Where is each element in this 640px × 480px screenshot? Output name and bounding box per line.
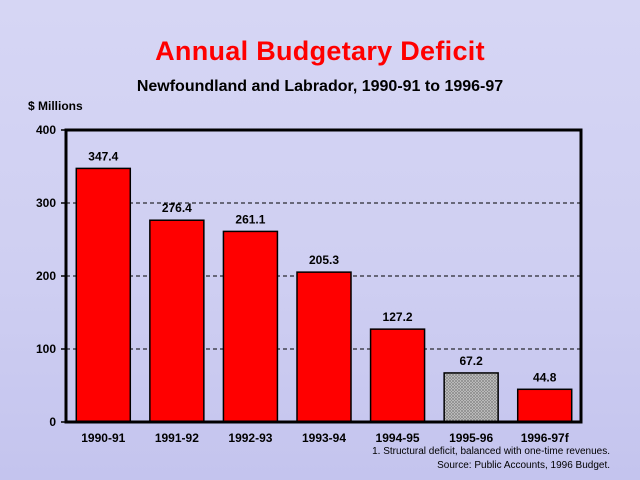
value-label: 127.2 (383, 310, 413, 324)
footnote-structural: 1. Structural deficit, balanced with one… (372, 446, 610, 457)
bar-1991-92 (149, 219, 205, 423)
y-axis-label: $ Millions (28, 99, 83, 113)
y-tick-label: 300 (36, 196, 56, 210)
x-tick-label: 1990-91 (81, 431, 125, 445)
bars-group (75, 167, 573, 423)
value-label: 276.4 (162, 201, 192, 215)
x-tick-label: 1991-92 (155, 431, 199, 445)
x-tick-label: 1994-95 (376, 431, 420, 445)
data-labels: 347.4 276.4 261.1 205.3 127.2 67.2 44.8 (88, 149, 556, 384)
y-tick-label: 0 (49, 415, 56, 429)
value-label: 205.3 (309, 253, 339, 267)
y-axis: 0 100 200 300 400 (36, 123, 66, 429)
y-tick-label: 400 (36, 123, 56, 137)
bar-1996-97f (516, 388, 573, 423)
y-tick-label: 200 (36, 269, 56, 283)
x-tick-label: 1992-93 (228, 431, 272, 445)
bar-1990-91 (75, 167, 132, 423)
bar-1995-96 (443, 372, 499, 423)
x-tick-label: 1995-96 (449, 431, 493, 445)
x-tick-label: 1996-97f (521, 431, 570, 445)
chart-title: Annual Budgetary Deficit (155, 36, 485, 66)
y-tick-label: 100 (36, 342, 56, 356)
footnote-source: Source: Public Accounts, 1996 Budget. (437, 460, 610, 471)
bar-1992-93 (222, 230, 279, 423)
value-label: 44.8 (533, 370, 557, 384)
value-label: 261.1 (235, 212, 265, 226)
chart-subtitle: Newfoundland and Labrador, 1990-91 to 19… (136, 78, 504, 95)
bar-1993-94 (296, 271, 352, 423)
x-tick-label: 1993-94 (302, 431, 346, 445)
bar-1994-95 (369, 328, 426, 423)
value-label: 347.4 (88, 149, 118, 163)
value-label: 67.2 (459, 354, 483, 368)
x-axis: 1990-91 1991-92 1992-93 1993-94 1994-95 1995-… (81, 431, 569, 445)
